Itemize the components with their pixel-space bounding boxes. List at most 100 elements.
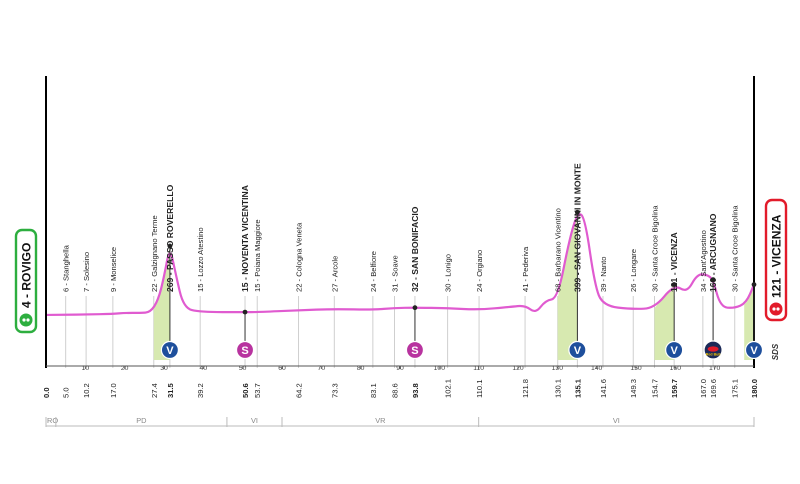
climb-area xyxy=(744,284,754,360)
finish-bike-wheel xyxy=(776,307,780,311)
place-label: 24 - Orgiano xyxy=(475,250,484,292)
profile-line-group xyxy=(45,213,756,317)
start-label: 4 - ROVIGO xyxy=(20,243,34,308)
km-label: 169.6 xyxy=(709,379,718,398)
gpm-icon-glyph: V xyxy=(750,345,758,357)
province-label: PD xyxy=(136,416,146,425)
place-label: 32 - SAN BONIFACIO xyxy=(410,206,420,292)
scale-tick-label: 30 xyxy=(160,365,168,372)
marker-dot xyxy=(710,277,716,282)
scale-tick-label: 160 xyxy=(670,365,682,372)
gpm-icon-glyph: V xyxy=(574,345,582,357)
start-badge xyxy=(14,228,38,334)
km-label: 175.1 xyxy=(731,379,740,398)
start-bike-icon xyxy=(19,313,33,327)
start-bike-wheel xyxy=(22,318,26,322)
km-label: 180.0 xyxy=(750,379,759,398)
place-labels: 6 - Stanghella 7 - Solesino 9 - Monselice 2… xyxy=(62,163,740,292)
scale-tick-label: 150 xyxy=(630,365,642,372)
scale-tick-label: 140 xyxy=(591,365,603,372)
scale-tick-label: 90 xyxy=(396,365,404,372)
km-label: 88.6 xyxy=(391,383,400,398)
place-label: 27 - Arcole xyxy=(330,256,339,292)
place-label: 6 - Stanghella xyxy=(62,244,71,292)
km-label: 121.8 xyxy=(521,379,530,398)
province-label: VR xyxy=(375,416,385,425)
finish-bike-wheel xyxy=(772,307,776,311)
marker-dot xyxy=(574,209,580,215)
km-label: 159.7 xyxy=(670,379,679,398)
scale-tick-label: 60 xyxy=(278,365,286,372)
km-markers: V S S V V Red Bull V xyxy=(160,209,764,360)
km-label: 141.6 xyxy=(599,379,608,398)
sprint-icon xyxy=(235,340,255,360)
redbull-icon-text: Red Bull xyxy=(706,353,721,357)
place-label: 15 - Poiana Maggiore xyxy=(253,219,262,292)
start-finish-flags: SDS 4 - ROVIGO 121 - VICENZA xyxy=(14,198,788,360)
sprint-icon xyxy=(405,340,425,360)
scale-tick-label: 40 xyxy=(200,365,208,372)
finish-bike-icon xyxy=(769,302,783,316)
place-label: 24 - Belfiore xyxy=(369,251,378,292)
km-label: 10.2 xyxy=(82,383,91,398)
km-label: 83.1 xyxy=(369,383,378,398)
profile-area xyxy=(153,212,754,360)
place-label: 9 - Monselice xyxy=(109,247,118,292)
km-label: 154.7 xyxy=(651,379,660,398)
scale-tick-label: 170 xyxy=(709,365,721,372)
place-label: 22 - Cologna Veneta xyxy=(295,222,304,292)
km-label: 149.3 xyxy=(629,379,638,398)
start-bike-wheel xyxy=(26,318,30,322)
km-label: 50.6 xyxy=(241,383,250,398)
sprint-icon-glyph: S xyxy=(411,345,418,357)
place-label: 30 - Lonigo xyxy=(444,254,453,292)
place-label: 68 - Barbarano Vicentino xyxy=(554,208,563,292)
scale-tick-label: 80 xyxy=(357,365,365,372)
redbull-bulls-icon xyxy=(707,346,719,352)
place-label: 39 - Nanto xyxy=(599,257,608,292)
climb-area xyxy=(654,284,675,360)
place-label: 121 - VICENZA xyxy=(669,232,679,292)
gpm-icon-glyph: V xyxy=(670,345,678,357)
km-scale-axis: 10 20 30 40 50 60 70 80 90 100 110 120 130 140 150 160 1… xyxy=(82,365,721,372)
km-label: 39.2 xyxy=(196,383,205,398)
province-bar: RO PD VI VR VI xyxy=(45,416,755,427)
profile-line xyxy=(45,213,756,317)
marker-dot xyxy=(671,282,677,287)
km-label: 64.2 xyxy=(295,383,304,398)
gpm-icon xyxy=(160,340,179,360)
km-label: 167.0 xyxy=(699,379,708,398)
sprint-icon-glyph: S xyxy=(241,345,248,357)
km-distance-labels: 0.0 5.0 10.2 17.0 27.4 31.5 39.2 50.6 53.7 64.2 73… xyxy=(42,378,759,398)
finish-badge xyxy=(764,198,788,322)
place-label: 26 - Longare xyxy=(629,249,638,292)
place-label: 34 - Sant'Agostino xyxy=(699,230,708,292)
place-label: 30 - Santa Croce Bigolina xyxy=(731,205,740,292)
km-label: 17.0 xyxy=(109,383,118,398)
km-label: 93.8 xyxy=(411,383,420,398)
place-label: 31 - Soave xyxy=(391,255,400,292)
scale-tick-label: 50 xyxy=(239,365,247,372)
scale-tick-label: 70 xyxy=(318,365,326,372)
km-label: 110.1 xyxy=(475,380,484,398)
scale-tick-label: 130 xyxy=(552,365,564,372)
gpm-icon xyxy=(744,340,764,360)
scale-tick-label: 120 xyxy=(512,365,524,372)
marker-dot xyxy=(242,309,248,315)
marker-dot xyxy=(167,243,173,249)
marker-dot xyxy=(751,282,757,287)
scale-tick-label: 20 xyxy=(121,365,129,372)
gpm-icon-glyph: V xyxy=(166,345,174,357)
place-label: 41 - Pederiva xyxy=(521,246,530,292)
scale-tick-label: 100 xyxy=(434,365,446,372)
province-label: RO xyxy=(47,416,58,425)
km-label: 5.0 xyxy=(62,387,71,398)
province-label: VI xyxy=(251,416,258,425)
climb-area xyxy=(557,212,578,360)
place-label: 22 - Galzignano Terme xyxy=(150,215,159,292)
gpm-icon xyxy=(665,340,684,360)
place-label: 7 - Solesino xyxy=(82,252,91,292)
sds-logo: SDS xyxy=(771,343,780,360)
climb-area xyxy=(153,246,170,360)
